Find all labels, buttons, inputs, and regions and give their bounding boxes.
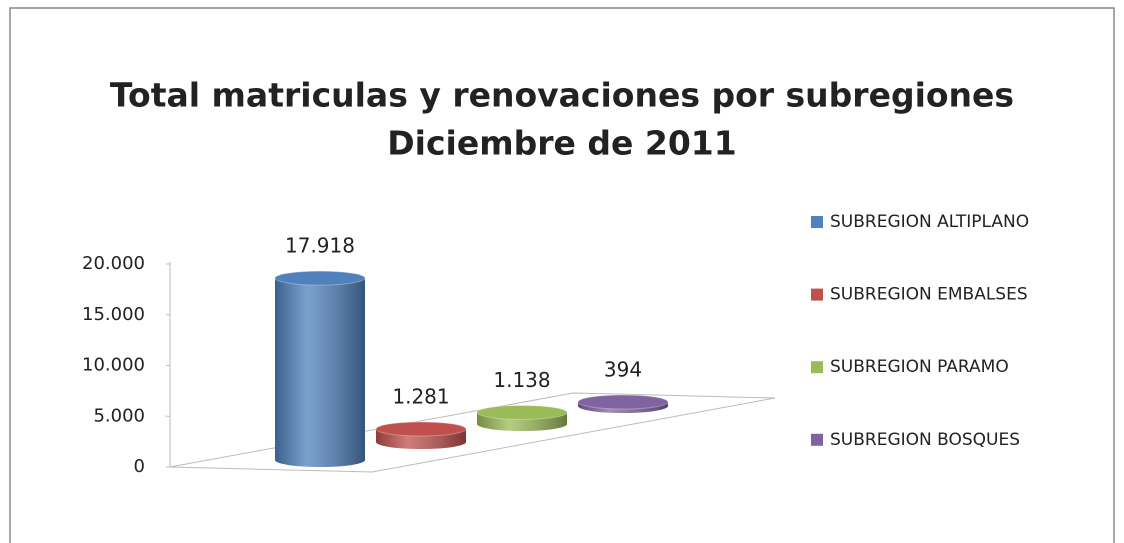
cylinder-top [375, 421, 467, 437]
cylinder-top [274, 270, 366, 286]
cylinder [274, 270, 366, 467]
cylinder-shade [275, 278, 365, 467]
legend-swatch [811, 433, 823, 446]
y-tick-label: 0 [134, 456, 145, 477]
legend-label: SUBREGION PARAMO [830, 357, 1009, 377]
data-label: 17.918 [285, 234, 355, 258]
y-tick-label: 5.000 [93, 405, 145, 426]
legend-swatch [811, 288, 823, 301]
legend-label: SUBREGION ALTIPLANO [830, 212, 1029, 232]
cylinder [375, 421, 467, 449]
cylinder-top [577, 394, 669, 410]
cylinder-top [476, 404, 568, 420]
data-label: 394 [604, 358, 642, 382]
y-tick-label: 15.000 [82, 304, 145, 325]
chart-title: Total matriculas y renovaciones por subr… [110, 76, 1014, 115]
cylinder [476, 404, 568, 431]
floor [169, 262, 776, 473]
y-tick-label: 20.000 [82, 253, 145, 274]
legend-swatch [811, 216, 823, 228]
legend-label: SUBREGION BOSQUES [830, 430, 1020, 450]
chart-subtitle: Diciembre de 2011 [387, 124, 736, 163]
data-label: 1.281 [392, 384, 449, 408]
legend-swatch [811, 361, 823, 374]
data-label: 1.138 [493, 368, 550, 392]
cylinder [577, 394, 669, 413]
legend-label: SUBREGION EMBALSES [830, 285, 1028, 305]
y-tick-label: 10.000 [82, 355, 145, 376]
chart-border [9, 7, 1115, 543]
